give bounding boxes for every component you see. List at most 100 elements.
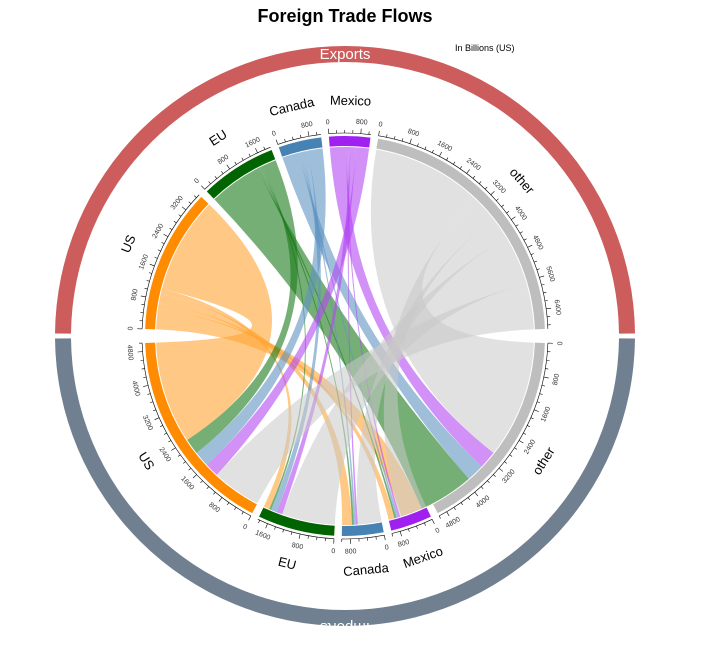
tick-mark <box>149 263 155 267</box>
tick-mark <box>221 171 224 174</box>
export-segment-mexico <box>328 136 371 148</box>
tick-label: 3200 <box>141 414 154 431</box>
export-axis-other <box>378 135 549 329</box>
chart-subtitle: In Billions (US) <box>455 43 515 53</box>
tick-mark <box>148 272 152 274</box>
tick-mark <box>298 533 301 539</box>
tick-mark <box>234 161 237 165</box>
tick-mark <box>438 515 441 519</box>
tick-mark <box>498 467 504 472</box>
tick-label: 0 <box>128 326 135 330</box>
tick-mark <box>290 531 293 535</box>
export-label-us: US <box>118 232 139 255</box>
export-axis-mexico <box>328 132 371 135</box>
tick-mark <box>515 224 519 227</box>
tick-mark <box>248 153 251 157</box>
tick-mark <box>514 447 518 450</box>
tick-mark <box>543 292 547 294</box>
tick-mark <box>467 497 471 501</box>
tick-label: 800 <box>217 154 231 166</box>
import-label-canada: Canada <box>343 560 390 579</box>
tick-mark <box>152 409 156 412</box>
tick-label: 800 <box>345 548 357 555</box>
tick-mark <box>480 486 484 489</box>
tick-mark <box>541 385 545 387</box>
tick-mark <box>150 401 154 404</box>
tick-mark <box>208 181 211 185</box>
tick-label: 2400 <box>523 439 537 456</box>
tick-label: 1600 <box>138 253 150 270</box>
tick-mark <box>226 502 230 506</box>
tick-mark <box>147 393 151 395</box>
tick-label: 2400 <box>157 446 171 463</box>
tick-mark <box>519 231 523 234</box>
tick-mark <box>241 157 244 161</box>
tick-mark <box>146 280 150 282</box>
tick-mark <box>466 169 470 174</box>
tick-mark <box>439 151 443 157</box>
tick-mark <box>168 440 172 443</box>
export-axis-us <box>141 194 200 329</box>
import-segment-us <box>145 342 257 514</box>
tick-mark <box>478 181 482 184</box>
ribbons <box>156 147 534 525</box>
tick-mark <box>509 454 513 457</box>
tick-mark <box>409 138 412 144</box>
tick-mark <box>527 244 533 248</box>
tick-mark <box>140 295 146 298</box>
group-label-exports: Exports <box>320 46 371 63</box>
import-segment-eu <box>259 507 335 536</box>
tick-mark <box>472 175 476 179</box>
tick-mark <box>416 525 418 529</box>
tick-label: 4800 <box>531 234 544 251</box>
tick-label: 800 <box>291 542 304 551</box>
tick-label: 0 <box>384 544 389 552</box>
tick-mark <box>523 432 527 435</box>
import-axis-us <box>141 343 251 517</box>
tick-mark <box>218 497 223 502</box>
tick-mark <box>181 206 187 211</box>
tick-mark <box>534 409 539 412</box>
tick-mark <box>182 461 186 464</box>
tick-mark <box>501 204 505 208</box>
tick-mark <box>453 507 456 510</box>
ribbon-other-to-eu <box>282 237 527 525</box>
tick-mark <box>263 146 266 150</box>
import-label-us: US <box>135 449 157 473</box>
ribbon-eu-to-us <box>187 160 298 453</box>
tick-label: 800 <box>552 373 561 386</box>
tick-label: 0 <box>378 121 383 129</box>
tick-mark <box>206 486 210 489</box>
tick-mark <box>530 417 534 420</box>
tick-mark <box>496 198 499 201</box>
tick-mark <box>459 166 463 169</box>
export-label-canada: Canada <box>268 94 317 119</box>
export-label-mexico: Mexico <box>330 93 372 109</box>
tick-mark <box>487 480 490 484</box>
tick-mark <box>274 526 276 530</box>
tick-mark <box>201 185 205 190</box>
tick-mark <box>144 288 148 290</box>
tick-label: 800 <box>207 502 221 515</box>
tick-label: 6400 <box>553 299 562 315</box>
tick-mark <box>214 176 218 179</box>
tick-mark <box>178 214 182 217</box>
tick-mark <box>143 376 147 378</box>
ribbon-other-to-mexico <box>383 199 494 517</box>
tick-mark <box>161 242 165 245</box>
tick-mark <box>391 533 393 537</box>
tick-label: 4800 <box>126 345 134 361</box>
tick-mark <box>213 491 216 495</box>
tick-label: 2400 <box>465 157 482 172</box>
import-axis-eu <box>257 519 335 540</box>
tick-mark <box>408 528 410 532</box>
tick-mark <box>163 432 167 435</box>
ribbon-mexico-to-other <box>329 147 494 467</box>
import-segment-mexico <box>388 507 431 531</box>
tick-mark <box>292 136 294 140</box>
tick-mark <box>539 275 545 278</box>
tick-mark <box>453 161 456 165</box>
tick-label: 0 <box>193 177 201 185</box>
tick-label: 0 <box>557 341 564 345</box>
